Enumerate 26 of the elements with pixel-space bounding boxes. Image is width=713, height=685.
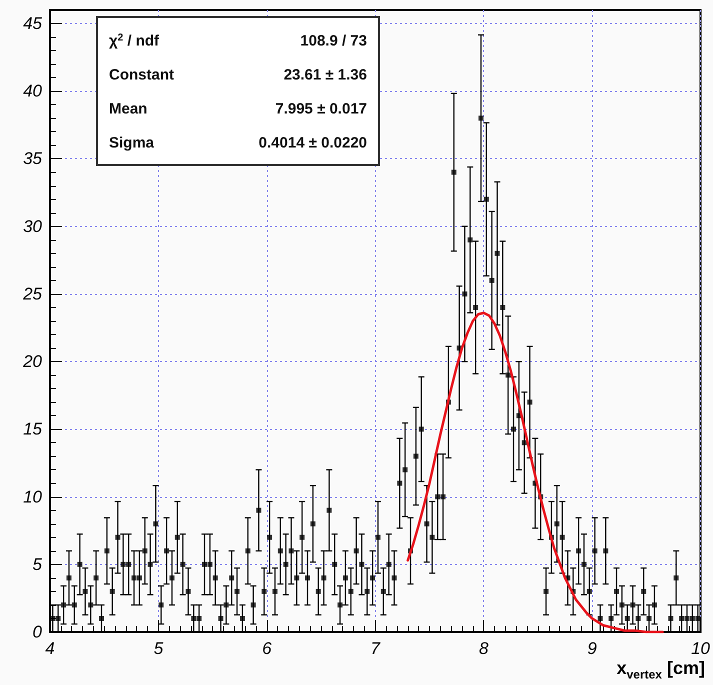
y-tick-label: 30: [23, 216, 43, 236]
y-tick-label: 10: [23, 487, 43, 506]
y-tick-label: 20: [22, 352, 43, 372]
annotation: Constant: [109, 66, 174, 84]
x-tick-label: 4: [45, 639, 55, 658]
y-tick-label: 40: [23, 82, 43, 101]
annotation: 23.61 ± 1.36: [284, 66, 367, 84]
y-tick-label: 35: [23, 149, 43, 168]
annotation: Mean: [109, 100, 148, 118]
annotation: 7.995 ± 0.017: [275, 100, 367, 118]
y-tick-label: 0: [32, 622, 43, 642]
y-tick-label: 25: [22, 284, 43, 304]
x-tick-label: 7: [370, 639, 381, 658]
x-tick-label: 6: [262, 639, 272, 658]
x-tick-label: 10: [691, 639, 711, 658]
x-tick-label: 9: [587, 639, 598, 658]
annotation: 0.4014 ± 0.0220: [258, 134, 367, 152]
line-series: [406, 312, 664, 634]
x-tick-label: 5: [154, 639, 164, 658]
y-tick-label: 5: [32, 554, 43, 574]
annotation: 108.9 / 73: [300, 32, 367, 50]
annotation: Sigma: [109, 134, 155, 152]
x-tick-label: 8: [478, 639, 489, 658]
y-tick-label: 45: [23, 14, 43, 34]
x-axis-title: x$_{vertex}$ [cm]: [616, 658, 705, 682]
y-tick-label: 15: [23, 420, 43, 439]
